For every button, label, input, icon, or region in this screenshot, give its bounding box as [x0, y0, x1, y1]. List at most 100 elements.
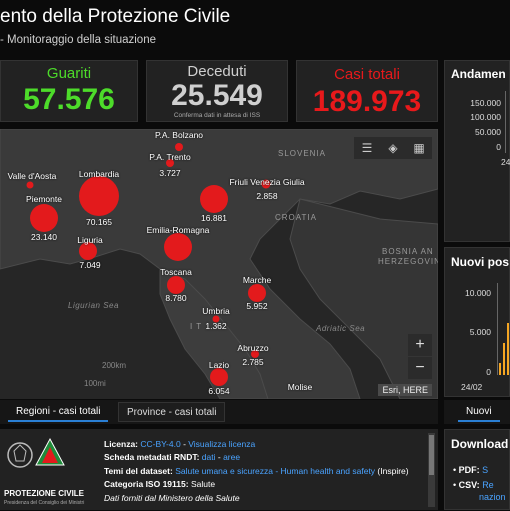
bubble-marche[interactable]	[248, 284, 266, 302]
region-value: 3.727	[159, 168, 181, 178]
bubble-abruzzo[interactable]	[251, 350, 259, 358]
casi-panel: Casi totali 189.973	[296, 60, 438, 122]
region-name: P.A. Bolzano	[154, 130, 204, 140]
bubble-toscana[interactable]	[167, 276, 185, 294]
region-name: Molise	[287, 382, 313, 392]
iso-line: Categoria ISO 19115: Salute	[104, 479, 215, 489]
map-attribution[interactable]: Esri, HERE	[378, 384, 432, 396]
region-value: 6.054	[208, 386, 230, 396]
csv-link[interactable]: Re	[482, 480, 494, 490]
map-tabs: Regioni - casi totali Province - casi to…	[0, 400, 438, 424]
logo-text: PROTEZIONE CIVILE	[4, 489, 85, 498]
bubble-liguria[interactable]	[79, 242, 97, 260]
pdf-label: PDF:	[458, 465, 480, 475]
italy-map[interactable]: SLOVENIA CROATIA BOSNIA AN HERZEGOVIN I …	[0, 129, 438, 399]
logo-subtext: Presidenza del Consiglio dei Ministri	[4, 500, 85, 506]
label-slovenia: SLOVENIA	[278, 149, 327, 158]
temi-link[interactable]: Salute umana e sicurezza - Human health …	[175, 466, 376, 476]
download-csv: • CSV: Re	[453, 480, 494, 490]
zoom-in-button[interactable]: +	[408, 334, 432, 356]
pdf-link[interactable]: S	[482, 465, 489, 475]
label-herzegovina: HERZEGOVIN	[378, 257, 438, 266]
licenza-sep: -	[180, 439, 189, 449]
bubble-emilia-romagna[interactable]	[164, 233, 192, 261]
grid-icon[interactable]: ▦	[413, 141, 425, 155]
nuovi-panel: Nuovi pos 10.000 5.000 0 24/02	[444, 247, 510, 397]
region-value: 7.049	[79, 260, 101, 270]
nuovi-chart-bars	[499, 323, 509, 375]
map-toolbar: ☰ ◈ ▦	[354, 137, 432, 159]
deceduti-value: 25.549	[171, 79, 263, 112]
scheda-label: Scheda metadati RNDT:	[104, 452, 200, 462]
info-scrollbar[interactable]	[428, 433, 435, 507]
deceduti-panel: Deceduti 25.549 Conferma dati in attesa …	[146, 60, 288, 122]
guariti-panel: Guariti 57.576	[0, 60, 138, 122]
info-panel: PROTEZIONE CIVILE Presidenza del Consigl…	[0, 429, 438, 510]
map-basemap	[0, 129, 438, 399]
label-bosnia: BOSNIA AN	[382, 247, 434, 256]
bubble-lazio[interactable]	[210, 368, 228, 386]
region-value: 8.780	[165, 293, 187, 303]
tab-nuovi[interactable]: Nuovi	[458, 402, 500, 422]
nuovi-tick: 5.000	[469, 327, 491, 337]
tab-province[interactable]: Province - casi totali	[118, 402, 226, 422]
info-scrollbar-thumb[interactable]	[429, 435, 434, 475]
bubble-lombardia[interactable]	[79, 176, 119, 216]
scale-km: 200km	[102, 361, 127, 370]
region-value: 1.362	[205, 321, 227, 331]
region-name: P.A. Trento	[149, 152, 191, 162]
layers-icon[interactable]: ◈	[388, 141, 398, 155]
licenza-link[interactable]: Visualizza licenza	[188, 439, 256, 449]
region-name: Abruzzo	[237, 343, 269, 353]
andamento-xlabel: 24	[501, 157, 510, 167]
region-name: Piemonte	[26, 194, 62, 204]
region-name: Toscana	[160, 267, 192, 277]
casi-label: Casi totali	[334, 66, 400, 83]
csv-link-2[interactable]: nazion	[479, 492, 506, 502]
page-title: ento della Protezione Civile	[0, 6, 231, 27]
region-value: 23.140	[31, 232, 57, 242]
bubble-friuli[interactable]	[261, 179, 271, 189]
bubble-pa-trento[interactable]	[166, 159, 174, 167]
region-value: 16.881	[201, 213, 227, 223]
zoom-out-button[interactable]: −	[408, 357, 432, 379]
scheda-aree-link[interactable]: aree	[223, 452, 241, 462]
temi-label: Temi del dataset:	[104, 466, 173, 476]
andamento-title: Andamen	[451, 67, 506, 81]
download-title: Download d	[451, 437, 510, 451]
side-tab-bar: Nuovi	[444, 400, 510, 424]
guariti-value: 57.576	[23, 83, 115, 116]
label-croatia: CROATIA	[275, 213, 317, 222]
tab-regioni[interactable]: Regioni - casi totali	[8, 402, 109, 422]
region-name: Umbria	[202, 306, 230, 316]
download-pdf: • PDF: S	[453, 465, 489, 475]
region-name: Liguria	[77, 235, 103, 245]
bubble-veneto[interactable]	[200, 185, 228, 213]
scheda-dati-link[interactable]: dati	[201, 452, 216, 462]
scale-mi: 100mi	[84, 379, 106, 388]
nuovi-xlabel: 24/02	[461, 382, 483, 392]
iso-value: Salute	[190, 479, 216, 489]
guariti-label: Guariti	[46, 65, 92, 82]
bubble-piemonte[interactable]	[30, 204, 58, 232]
andamento-axis	[505, 91, 506, 153]
bubble-umbria[interactable]	[212, 315, 220, 323]
nuovi-axis	[497, 283, 498, 375]
list-icon[interactable]: ☰	[361, 141, 373, 155]
csv-label: CSV:	[458, 480, 480, 490]
deceduti-label: Deceduti	[187, 63, 247, 80]
bubble-valle-daosta[interactable]	[26, 181, 34, 189]
licenza-value-link[interactable]: CC-BY-4.0	[140, 439, 181, 449]
label-italia: I T	[190, 322, 203, 331]
andamento-panel: Andamen 150.000 100.000 50.000 0 24	[444, 60, 510, 242]
andamento-tick: 150.000	[470, 98, 501, 108]
casi-value: 189.973	[312, 85, 422, 118]
protezione-civile-logo	[7, 437, 65, 468]
region-name: Emilia-Romagna	[146, 225, 210, 235]
fonte-line: Dati forniti dal Ministero della Salute	[104, 493, 240, 503]
bubble-pa-bolzano[interactable]	[175, 143, 183, 151]
nuovi-title: Nuovi pos	[451, 255, 510, 269]
scheda-line: Scheda metadati RNDT: dati - aree	[104, 452, 240, 462]
page-subtitle: - Monitoraggio della situazione	[0, 34, 156, 46]
region-value: 2.785	[242, 357, 264, 367]
